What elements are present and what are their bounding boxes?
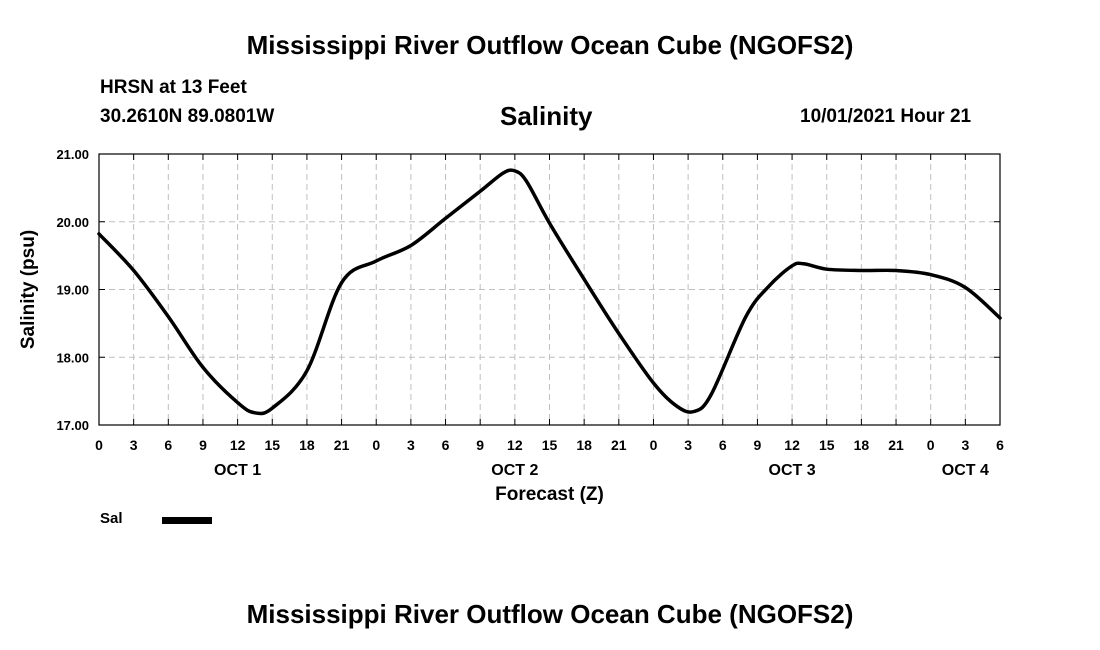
y-tick-label: 19.00 — [56, 283, 89, 298]
y-tick-label: 17.00 — [56, 418, 89, 433]
x-tick-label: 9 — [199, 437, 207, 453]
x-tick-label: 18 — [854, 437, 870, 453]
x-tick-label: 12 — [784, 437, 800, 453]
salinity-series-line — [97, 168, 1002, 416]
x-tick-label: 18 — [576, 437, 592, 453]
day-label: OCT 4 — [942, 462, 989, 479]
x-tick-label: 21 — [611, 437, 627, 453]
grid-lines — [99, 154, 1000, 425]
station-coordinates: 30.2610N 89.0801W — [100, 106, 275, 127]
day-label: OCT 2 — [491, 462, 538, 479]
x-tick-label: 3 — [684, 437, 692, 453]
x-tick-label: 3 — [407, 437, 415, 453]
x-tick-label: 3 — [130, 437, 138, 453]
y-tick-label: 21.00 — [56, 147, 89, 162]
legend-swatch — [162, 517, 212, 524]
x-tick-label: 0 — [927, 437, 935, 453]
x-tick-label: 21 — [334, 437, 350, 453]
y-axis-title: Salinity (psu) — [18, 230, 39, 349]
day-label: OCT 3 — [769, 462, 816, 479]
x-tick-label: 18 — [299, 437, 315, 453]
chart-main-title: Mississippi River Outflow Ocean Cube (NG… — [246, 30, 854, 60]
x-tick-label: 12 — [230, 437, 246, 453]
x-tick-label: 0 — [95, 437, 103, 453]
y-tick-label: 18.00 — [56, 350, 89, 365]
x-tick-label: 6 — [442, 437, 450, 453]
y-tick-label: 20.00 — [56, 215, 89, 230]
x-tick-label: 6 — [996, 437, 1004, 453]
station-label: HRSN at 13 Feet — [100, 77, 247, 98]
x-tick-label: 6 — [719, 437, 727, 453]
x-tick-label: 9 — [754, 437, 762, 453]
x-tick-label: 9 — [476, 437, 484, 453]
day-label: OCT 1 — [214, 462, 261, 479]
x-tick-label: 15 — [542, 437, 558, 453]
x-axis-title: Forecast (Z) — [495, 484, 604, 505]
x-tick-label: 12 — [507, 437, 523, 453]
x-tick-label: 3 — [961, 437, 969, 453]
plot-frame — [98, 153, 1001, 426]
x-tick-label: 15 — [819, 437, 835, 453]
chart-footer-title: Mississippi River Outflow Ocean Cube (NG… — [246, 599, 854, 629]
legend-label: Sal — [100, 510, 123, 527]
x-tick-label: 0 — [650, 437, 658, 453]
x-tick-label: 0 — [372, 437, 380, 453]
tick-labels: 17.00 18.00 19.00 20.00 21.00 0 3 6 9 12 15 18 21 0 3 6… — [56, 147, 1004, 479]
x-tick-label: 21 — [888, 437, 904, 453]
x-tick-label: 15 — [264, 437, 280, 453]
parameter-title: Salinity — [500, 101, 593, 131]
x-tick-label: 6 — [164, 437, 172, 453]
forecast-date: 10/01/2021 Hour 21 — [800, 106, 972, 127]
